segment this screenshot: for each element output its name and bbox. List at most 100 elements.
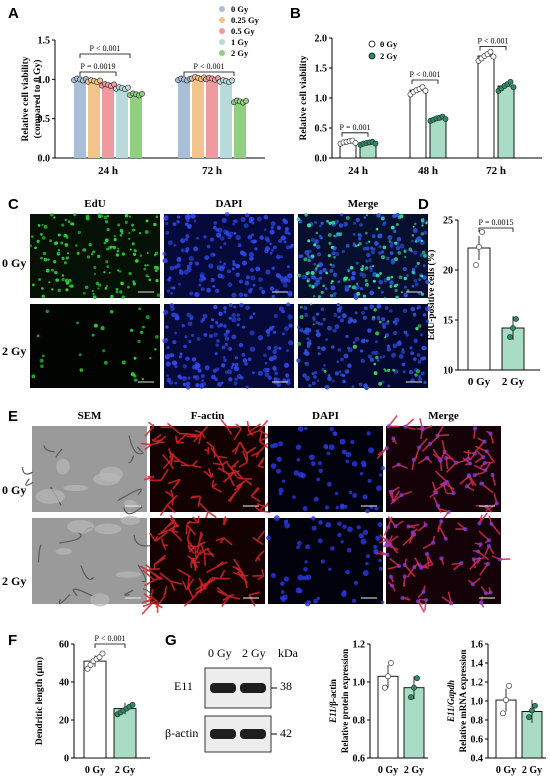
panel-g-mrna-chart: 0.4 0.6 0.8 1.0 1.2 1.4 1.6 E11/Gapdh Relative m… bbox=[446, 640, 546, 776]
micrograph-e-0 bbox=[21, 426, 147, 515]
a-bar bbox=[74, 79, 86, 158]
panel-g-protein-chart: 0.6 0.8 1.0 1.2 E11/β-actin Relative protein … bbox=[328, 640, 428, 776]
a-bracket bbox=[79, 71, 117, 76]
b-legend-label: 2 Gy bbox=[380, 51, 398, 61]
micrograph-e-6 bbox=[266, 515, 385, 607]
d-point bbox=[479, 229, 485, 235]
band-label-e11: E11 bbox=[174, 679, 193, 693]
b-x-tick-label: 48 h bbox=[418, 165, 438, 177]
micrograph-c-0 bbox=[29, 212, 161, 300]
col-header-factin: F-actin bbox=[190, 410, 225, 422]
b-pvalue: P = 0.001 bbox=[340, 123, 371, 132]
panel-f-chart: 0 20 40 60 Dendritic length (μm) 0 Gy 2 Gy P < … bbox=[34, 634, 150, 776]
b-bar bbox=[429, 117, 447, 159]
row-label-0gy-e: 0 Gy bbox=[2, 483, 27, 497]
g2-y-tick-label: 1.2 bbox=[471, 678, 484, 689]
a-legend-marker bbox=[219, 6, 225, 12]
panel-label-a: A bbox=[8, 5, 19, 22]
f-y-tick-label: 0 bbox=[64, 754, 69, 765]
micrograph-e-3 bbox=[376, 415, 501, 525]
col-header-dapi: DAPI bbox=[215, 198, 243, 210]
d-point bbox=[513, 316, 519, 322]
b-point bbox=[372, 140, 379, 147]
g2-y-tick-label: 0.4 bbox=[471, 754, 484, 765]
d-bracket bbox=[478, 227, 514, 232]
col-header-merge-e: Merge bbox=[428, 410, 459, 422]
panel-label-e: E bbox=[8, 408, 19, 425]
g1-point bbox=[382, 684, 388, 691]
a-bar bbox=[102, 84, 114, 158]
b-y-tick-label: 0.5 bbox=[315, 124, 328, 135]
f-point bbox=[96, 654, 103, 661]
b-legend-marker bbox=[368, 40, 376, 48]
kda-42: 42 bbox=[280, 726, 292, 740]
f-x-tick-label: 2 Gy bbox=[115, 765, 135, 776]
g2-point bbox=[503, 697, 509, 703]
a-point bbox=[243, 98, 249, 104]
g1-point bbox=[408, 694, 414, 701]
a-legend-label: 0 Gy bbox=[231, 4, 249, 14]
micrograph-c-1 bbox=[162, 211, 294, 299]
b-point bbox=[507, 78, 514, 85]
kda-38: 38 bbox=[280, 679, 292, 693]
micrograph-grid-e bbox=[21, 415, 511, 615]
b-y-tick-label: 1.5 bbox=[315, 64, 328, 75]
b-bar bbox=[497, 85, 515, 159]
a-bar bbox=[116, 87, 128, 158]
d-y-tick-label: 20 bbox=[443, 266, 453, 277]
a-y-tick-label: 1.5 bbox=[38, 36, 51, 47]
micrograph-e-2 bbox=[268, 426, 385, 514]
b-pvalue: P < 0.001 bbox=[478, 36, 509, 45]
micrograph-c-4 bbox=[162, 302, 294, 390]
g1-point bbox=[414, 675, 420, 682]
a-x-tick-label: 72 h bbox=[202, 165, 222, 177]
g1-x-tick-label: 0 Gy bbox=[378, 765, 398, 776]
a-legend-label: 0.5 Gy bbox=[231, 26, 255, 36]
d-point bbox=[507, 334, 513, 340]
b-ylabel: Relative cell viability bbox=[299, 55, 309, 140]
b-x-tick-label: 24 h bbox=[348, 165, 368, 177]
b-y-tick-label: 1.0 bbox=[315, 94, 328, 105]
d-bar bbox=[467, 247, 491, 371]
b-point bbox=[510, 84, 517, 91]
panel-c: EdU DAPI Merge 0 Gy 2 Gy bbox=[0, 196, 430, 391]
b-bar bbox=[477, 55, 495, 159]
panel-label-g: G bbox=[165, 632, 177, 649]
b-point bbox=[352, 140, 359, 146]
a-bar bbox=[192, 77, 204, 158]
a-y-tick-label: 0.0 bbox=[38, 154, 51, 165]
a-ylabel-2: (compared to 0 Gy) bbox=[32, 60, 43, 139]
g1-x-tick-label: 2 Gy bbox=[404, 765, 424, 776]
g1-y-tick-label: 0.8 bbox=[353, 716, 366, 727]
micrograph-c-5 bbox=[296, 303, 430, 391]
col-header-edu: EdU bbox=[84, 198, 106, 210]
g1-point bbox=[411, 684, 417, 691]
a-legend-marker bbox=[219, 17, 225, 23]
a-bracket bbox=[79, 53, 131, 58]
a-bar bbox=[130, 94, 142, 158]
a-legend-marker bbox=[219, 50, 225, 56]
a-bar bbox=[234, 101, 246, 158]
f-y-tick-label: 60 bbox=[59, 640, 69, 651]
micrograph-grid-c bbox=[29, 211, 430, 391]
f-point bbox=[84, 665, 91, 672]
row-label-2gy: 2 Gy bbox=[2, 344, 27, 358]
a-bar bbox=[220, 80, 232, 158]
micrograph-e-1 bbox=[140, 418, 273, 523]
b-y-tick-label: 2.0 bbox=[315, 34, 328, 45]
western-blot: 0 Gy 2 Gy kDa E11 β-actin 38 42 bbox=[160, 640, 320, 780]
band-label-bactin: β-actin bbox=[165, 726, 199, 740]
f-bracket bbox=[94, 643, 126, 648]
row-label-2gy-e: 2 Gy bbox=[2, 574, 27, 588]
b-legend-marker bbox=[368, 52, 376, 60]
b-pvalue: P < 0.001 bbox=[410, 70, 441, 79]
micrograph-e-5 bbox=[139, 514, 265, 615]
d-y-tick-label: 25 bbox=[443, 216, 453, 227]
g1-point bbox=[385, 673, 391, 680]
b-point bbox=[442, 116, 449, 122]
b-point bbox=[487, 48, 494, 55]
g2-ylabel: E11/Gapdh bbox=[446, 680, 456, 723]
f-y-tick-label: 20 bbox=[59, 716, 69, 727]
f-y-tick-label: 40 bbox=[59, 678, 69, 689]
a-legend-label: 0.25 Gy bbox=[231, 15, 260, 25]
